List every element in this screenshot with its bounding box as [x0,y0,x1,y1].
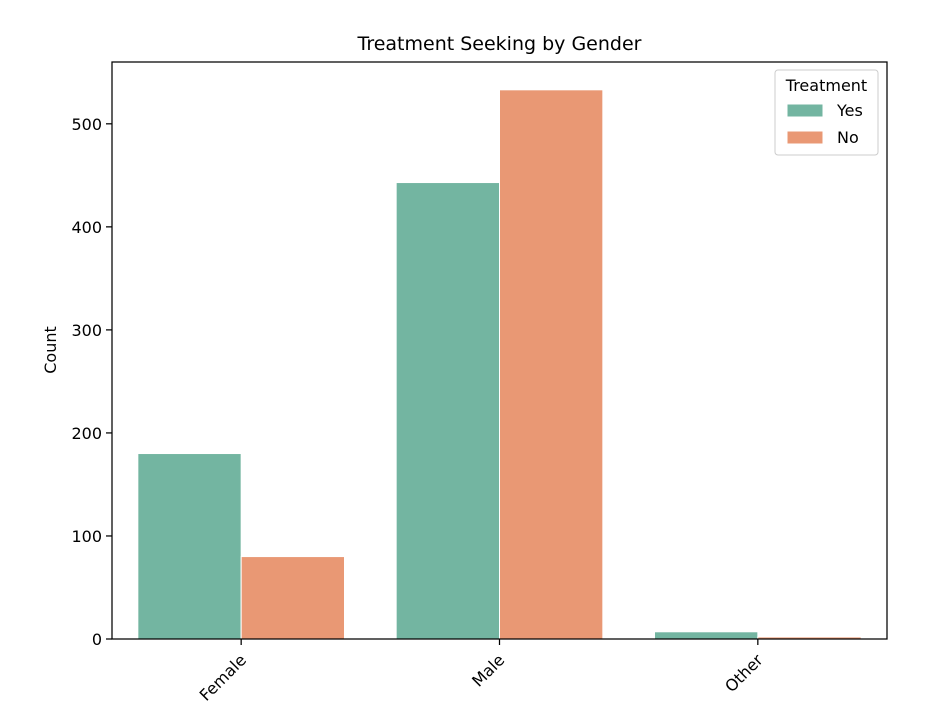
bar-other-yes [654,631,759,640]
legend: Treatment Yes No [774,69,879,156]
y-axis-ticks: 0 100 200 300 400 500 [71,115,112,649]
y-tick-label: 300 [71,321,102,340]
y-axis-label: Count [41,326,60,374]
legend-swatch-no [786,130,824,145]
y-tick-label: 0 [92,630,102,649]
bar-male-yes [395,182,500,640]
bars-group [137,89,862,640]
legend-label-no: No [837,128,859,147]
bar-male-no [499,89,604,640]
x-tick-label: Male [468,650,508,690]
x-tick-label: Female [196,650,250,704]
x-axis-ticks: Female Male Other [196,639,767,705]
legend-swatch-yes [786,103,824,118]
y-tick-label: 400 [71,218,102,237]
y-tick-label: 100 [71,527,102,546]
legend-title: Treatment [785,76,867,95]
bar-female-no [240,556,346,640]
y-tick-label: 500 [71,115,102,134]
y-tick-label: 200 [71,424,102,443]
chart-title: Treatment Seeking by Gender [357,33,642,55]
bar-female-yes [137,453,242,640]
legend-entries: Yes No [786,101,863,147]
x-tick-label: Other [721,650,767,696]
legend-label-yes: Yes [836,101,863,120]
plot-area-frame [111,61,888,640]
